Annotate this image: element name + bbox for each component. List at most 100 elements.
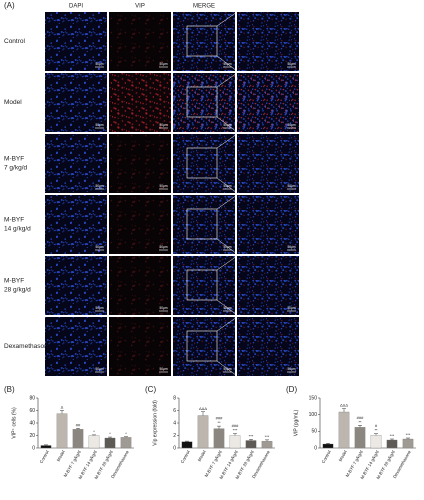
row-label: Model bbox=[4, 99, 22, 106]
micrograph bbox=[237, 73, 299, 132]
micrograph bbox=[237, 256, 299, 315]
inset-box bbox=[186, 269, 218, 301]
micrograph bbox=[109, 12, 171, 71]
inset-connector bbox=[216, 55, 238, 72]
micrograph bbox=[45, 317, 107, 376]
micrograph bbox=[109, 73, 171, 132]
inset-connector bbox=[216, 238, 238, 255]
y-tick-label: 8 bbox=[173, 395, 176, 401]
micrograph bbox=[45, 195, 107, 254]
micrograph bbox=[173, 12, 235, 71]
error-bar bbox=[342, 408, 346, 412]
scale-bar-label: 50μm bbox=[287, 123, 295, 127]
micrograph bbox=[109, 134, 171, 193]
inset-connector bbox=[216, 360, 238, 377]
x-tick-label: Model bbox=[338, 450, 348, 463]
micrograph bbox=[173, 256, 235, 315]
micrograph bbox=[237, 317, 299, 376]
y-tick-label: 60 bbox=[29, 408, 35, 414]
scale-bar-label: 50μm bbox=[95, 306, 103, 310]
row-label: M-BYF bbox=[4, 156, 24, 163]
x-tick-label: Model bbox=[197, 450, 207, 463]
bar bbox=[104, 437, 116, 449]
inset-connector bbox=[216, 177, 238, 194]
y-tick-label: 4 bbox=[173, 420, 176, 426]
row-label: M-BYF bbox=[4, 217, 24, 224]
error-bar bbox=[201, 411, 205, 416]
significance-mark: *** bbox=[265, 434, 270, 439]
column-header: VIP bbox=[135, 4, 145, 10]
y-tick-label: 6 bbox=[173, 408, 176, 414]
significance-mark: * bbox=[93, 429, 95, 434]
scale-bar-label: 50μm bbox=[95, 62, 103, 66]
error-bar bbox=[358, 425, 362, 428]
error-bar bbox=[326, 443, 330, 444]
significance-mark: # bbox=[375, 423, 378, 428]
error-bar bbox=[124, 436, 128, 438]
bar bbox=[245, 440, 257, 449]
scale-bar-label: 50μm bbox=[95, 245, 103, 249]
scale-bar-label: 50μm bbox=[95, 184, 103, 188]
y-tick-label: 50 bbox=[311, 429, 317, 435]
scale-bar-label: 50μm bbox=[159, 306, 167, 310]
micrograph bbox=[173, 317, 235, 376]
x-tick-label: Control bbox=[39, 450, 50, 465]
bar bbox=[261, 440, 273, 449]
inset-connector bbox=[216, 11, 238, 27]
bar bbox=[354, 427, 366, 449]
bar bbox=[181, 441, 193, 449]
y-tick-label: 40 bbox=[29, 420, 35, 426]
y-tick-label: 0 bbox=[173, 445, 176, 451]
micrograph bbox=[173, 73, 235, 132]
y-tick-label: 80 bbox=[29, 395, 35, 401]
error-bar bbox=[390, 438, 394, 440]
y-tick-label: 100 bbox=[309, 412, 318, 418]
significance-mark: ### bbox=[357, 415, 364, 420]
error-bar bbox=[249, 439, 253, 441]
error-bar bbox=[374, 433, 378, 436]
significance-mark: *** bbox=[390, 433, 395, 438]
micrograph bbox=[109, 317, 171, 376]
significance-mark: ### bbox=[232, 423, 239, 428]
micrograph bbox=[237, 134, 299, 193]
error-bar bbox=[44, 444, 48, 446]
bar bbox=[402, 438, 414, 449]
y-axis-label: VIP⁺ cells (%) bbox=[11, 407, 17, 439]
error-bar bbox=[406, 437, 410, 439]
micrograph bbox=[109, 256, 171, 315]
significance-mark: *** bbox=[406, 432, 411, 437]
y-tick-label: 0 bbox=[32, 445, 35, 451]
y-axis-label: VIP (pg/mL) bbox=[293, 409, 299, 436]
column-header: DAPI bbox=[69, 4, 83, 10]
panel-label: (D) bbox=[286, 385, 297, 394]
significance-mark: ** bbox=[358, 419, 362, 424]
inset-connector bbox=[216, 194, 238, 210]
scale-bar-label: 50μm bbox=[159, 184, 167, 188]
micrograph bbox=[173, 195, 235, 254]
inset-box bbox=[186, 147, 218, 179]
row-label: Dexamethasone bbox=[4, 343, 52, 350]
scale-bar-label: 50μm bbox=[287, 306, 295, 310]
column-header: MERGE bbox=[193, 4, 215, 10]
significance-mark: * bbox=[125, 431, 127, 436]
micrograph bbox=[237, 195, 299, 254]
row-label: Control bbox=[4, 38, 26, 45]
scale-bar-label: 50μm bbox=[287, 367, 295, 371]
significance-mark: ** bbox=[374, 428, 378, 433]
y-axis-label: Vip expression (fold) bbox=[152, 400, 158, 446]
error-bar bbox=[265, 439, 269, 442]
y-tick-label: 0 bbox=[314, 445, 317, 451]
scale-bar-label: 50μm bbox=[159, 245, 167, 249]
scale-bar-label: 50μm bbox=[159, 123, 167, 127]
bar bbox=[120, 437, 132, 449]
inset-connector bbox=[216, 133, 238, 149]
significance-mark: ## bbox=[76, 422, 81, 427]
significance-mark: ΔΔΔ bbox=[199, 406, 207, 411]
inset-box bbox=[186, 330, 218, 362]
error-bar bbox=[92, 434, 96, 436]
micrograph bbox=[45, 12, 107, 71]
inset-connector bbox=[216, 316, 238, 332]
bar bbox=[40, 445, 52, 449]
x-tick-label: Control bbox=[321, 450, 332, 465]
x-tick-label: Control bbox=[180, 450, 191, 465]
